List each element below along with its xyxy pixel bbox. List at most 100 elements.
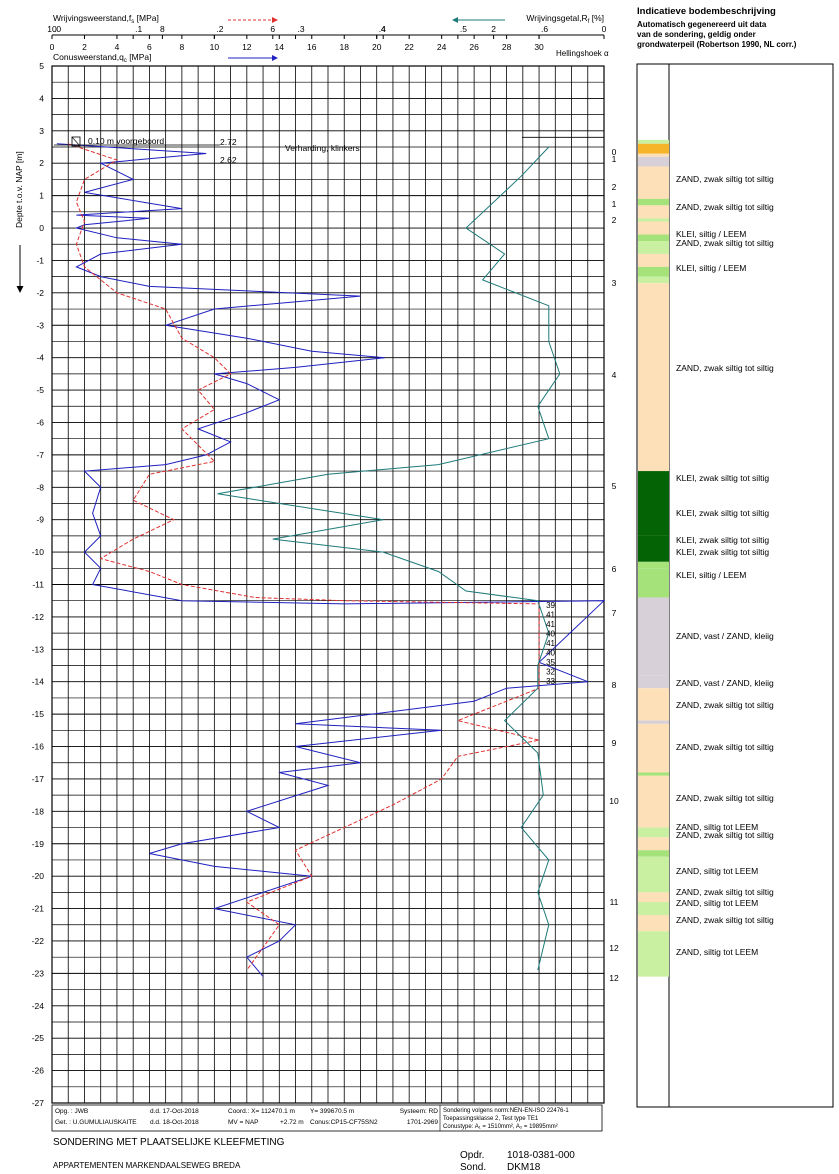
depth-tick-label: -6 xyxy=(36,417,44,427)
fs-tick-label: .6 xyxy=(541,24,548,34)
depth-tick-label: -8 xyxy=(36,482,44,492)
soil-column xyxy=(636,63,834,1108)
soil-label: ZAND, siltig tot LEEM xyxy=(676,898,758,908)
zone-number: 8 xyxy=(612,680,617,690)
depth-tick-label: -14 xyxy=(32,677,45,687)
depth-tick-label: 0 xyxy=(39,223,44,233)
zone-number: 9 xyxy=(612,738,617,748)
fs-tick-label: .0 xyxy=(54,24,61,34)
fs-tick-label: .1 xyxy=(135,24,142,34)
opdr-label: Opdr. xyxy=(460,1150,484,1161)
footer-mv-value: +2.72 m xyxy=(280,1119,304,1126)
soil-layer xyxy=(638,827,669,838)
inclination-value: 32 xyxy=(546,668,555,677)
soil-label: ZAND, vast / ZAND, kleiig xyxy=(676,631,774,641)
depth-ticks: 5 4 3 2 1 0 -1 -2 -3 -4 -5 -6 -7 -8 -9 -10 -11 -12 -13 -14 -… xyxy=(32,61,45,1108)
qc-tick-label: 6 xyxy=(147,42,152,52)
soil-label: ZAND, zwak siltig tot siltig xyxy=(676,238,774,248)
soil-layer xyxy=(638,772,669,776)
surface-bottom-label: 2.62 xyxy=(220,155,237,165)
footer-mv: MV = NAP xyxy=(228,1119,259,1126)
soil-label: ZAND, zwak siltig tot siltig xyxy=(676,887,774,897)
soil-layer xyxy=(638,143,669,154)
zone-number: 3 xyxy=(612,278,617,288)
depth-tick-label: -4 xyxy=(36,353,44,363)
depth-tick-label: -10 xyxy=(32,547,45,557)
footer-y: Y= 399670.5 m xyxy=(310,1108,354,1115)
footer-conus: Conus:CP15-CF75SN2 xyxy=(310,1119,378,1126)
footer-coord: Coord.: X= 112470.1 m xyxy=(228,1108,295,1115)
soil-label: KLEI, siltig / LEEM xyxy=(676,570,746,580)
soil-layer xyxy=(638,902,669,916)
depth-tick-label: -23 xyxy=(32,968,45,978)
inclination-value: 41 xyxy=(546,620,555,629)
chart-series xyxy=(56,136,606,977)
zone-number: 2 xyxy=(612,182,617,192)
depth-tick-label: -7 xyxy=(36,450,44,460)
footer-dd1: d.d. 17-Oct-2018 xyxy=(150,1108,199,1115)
depth-tick-label: -26 xyxy=(32,1066,45,1076)
rf-tick-label: 2 xyxy=(491,24,496,34)
fs-legend-swatch xyxy=(228,17,278,23)
soil-layer xyxy=(638,597,669,676)
footer-norm-2: Toepassingsklasse 2, Test type TE1 xyxy=(443,1116,539,1122)
soil-layer xyxy=(638,283,669,472)
soil-label: ZAND, zwak siltig tot siltig xyxy=(676,202,774,212)
zone-number: 12 xyxy=(609,973,619,983)
fs-tick-label: .2 xyxy=(216,24,223,34)
qc-tick-label: 14 xyxy=(275,42,285,52)
inclination-value: 40 xyxy=(546,649,555,658)
depth-tick-label: -16 xyxy=(32,742,45,752)
qc-tick-label: 30 xyxy=(534,42,544,52)
soil-layer xyxy=(638,497,669,536)
soil-layer xyxy=(638,837,669,851)
legend-subtitle-2: van de sondering, geldig onder xyxy=(637,30,756,39)
depth-tick-label: -20 xyxy=(32,871,45,881)
depth-tick-label: -13 xyxy=(32,644,45,654)
soil-layer xyxy=(638,892,669,903)
depth-tick-label: -2 xyxy=(36,288,44,298)
legend-title: Indicatieve bodembeschrijving xyxy=(637,6,776,17)
qc-tick-label: 4 xyxy=(115,42,120,52)
inclination-value: 41 xyxy=(546,639,555,648)
depth-tick-label: -17 xyxy=(32,774,45,784)
soil-layer xyxy=(638,915,669,932)
sond-value: DKM18 xyxy=(507,1162,541,1173)
qc-tick-label: 20 xyxy=(372,42,382,52)
soil-layer xyxy=(638,850,669,857)
soil-layer xyxy=(638,535,669,562)
inclination-value: 39 xyxy=(546,601,555,610)
y-axis-label: Depte t.o.v. NAP [m] xyxy=(14,151,24,228)
soil-layer xyxy=(638,931,669,977)
qc-tick-label: 16 xyxy=(307,42,317,52)
depth-tick-label: -25 xyxy=(32,1033,45,1043)
inclination-value: 40 xyxy=(546,630,555,639)
zone-number: 5 xyxy=(612,481,617,491)
footer-norm-3: Conustype: A₁ = 1510mm², A₂ = 19895mm² xyxy=(443,1124,558,1130)
rf-tick-label: 6 xyxy=(270,24,275,34)
soil-layer xyxy=(638,218,669,222)
soil-label: ZAND, zwak siltig tot siltig xyxy=(676,700,774,710)
soil-layer xyxy=(638,775,669,828)
soil-layer xyxy=(638,221,669,235)
depth-tick-label: -24 xyxy=(32,1001,45,1011)
depth-tick-label: -1 xyxy=(36,255,44,265)
depth-tick-label: 1 xyxy=(39,191,44,201)
soil-layer xyxy=(638,198,669,206)
depth-tick-label: -22 xyxy=(32,936,45,946)
depth-arrow xyxy=(16,245,24,293)
depth-tick-label: -27 xyxy=(32,1098,45,1108)
rf-tick-label: 0 xyxy=(602,24,607,34)
depth-tick-label: 5 xyxy=(39,61,44,71)
soil-layer xyxy=(638,234,669,241)
soil-label: ZAND, zwak siltig tot siltig xyxy=(676,363,774,373)
rf-tick-label: 4 xyxy=(381,24,386,34)
footer-box xyxy=(51,1104,603,1132)
soil-label: KLEI, zwak siltig tot siltig xyxy=(676,535,769,545)
inclination-value: 33 xyxy=(546,677,555,686)
series-fs_MPa xyxy=(68,143,540,971)
soil-layer xyxy=(638,561,669,569)
fs-tick-label: .5 xyxy=(460,24,467,34)
inclination-value: 35 xyxy=(546,658,555,667)
